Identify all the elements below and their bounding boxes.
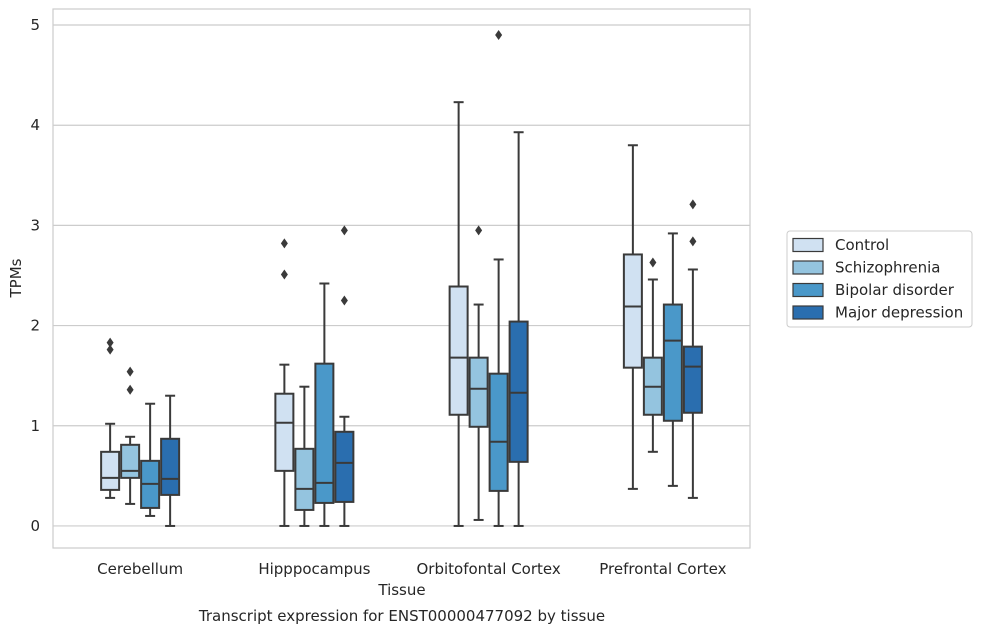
outlier-point	[280, 269, 288, 280]
outlier-point	[126, 366, 134, 377]
outlier-point	[340, 225, 348, 236]
y-tick-label: 0	[30, 517, 40, 535]
y-tick-labels: 0 1 2 3 4 5	[30, 16, 40, 535]
x-tick-labels: Cerebellum Hipppocampus Orbitofontal Corte…	[97, 560, 726, 578]
outlier-point	[649, 257, 657, 268]
x-tick-label: Cerebellum	[97, 560, 183, 578]
box-iqr	[120, 443, 141, 479]
legend-swatch	[792, 282, 824, 298]
box-major-depression	[508, 131, 529, 527]
box-bipolar-disorder	[488, 30, 509, 527]
box-control	[100, 337, 121, 499]
box-iqr	[274, 392, 295, 472]
outlier-point	[475, 225, 483, 236]
outlier-point	[340, 295, 348, 306]
legend-swatch	[792, 260, 824, 275]
y-tick-label: 3	[30, 216, 40, 234]
box-schizophrenia	[642, 257, 663, 453]
outlier-point	[280, 238, 288, 249]
outlier-point	[495, 30, 503, 41]
box-iqr	[314, 362, 335, 504]
box-iqr	[508, 320, 529, 463]
y-tick-label: 2	[30, 317, 40, 335]
legend-swatch	[792, 305, 824, 320]
chart-caption: Transcript expression for ENST0000047709…	[198, 607, 605, 625]
box-bipolar-disorder	[662, 232, 683, 487]
box-iqr	[662, 303, 683, 422]
box-iqr	[682, 345, 703, 414]
y-axis-label: TPMs	[7, 258, 25, 298]
box-major-depression	[682, 199, 703, 499]
legend-frame	[786, 230, 973, 328]
legend-label: Schizophrenia	[835, 259, 940, 277]
box-iqr	[100, 450, 121, 491]
x-tick-label: Hipppocampus	[258, 560, 370, 578]
y-tick-label: 4	[30, 116, 40, 134]
box-iqr	[160, 437, 181, 496]
box-control	[622, 144, 643, 490]
box-schizophrenia	[120, 366, 141, 505]
box-major-depression	[334, 225, 355, 527]
outlier-point	[106, 337, 114, 348]
box-groups	[100, 30, 703, 527]
box-bipolar-disorder	[140, 402, 161, 517]
box-schizophrenia	[294, 385, 315, 527]
legend-label: Major depression	[835, 304, 963, 322]
outlier-point	[689, 236, 697, 247]
box-iqr	[622, 253, 643, 369]
box-major-depression	[160, 394, 181, 527]
x-tick-label: Orbitofontal Cortex	[417, 560, 561, 578]
legend-swatch	[792, 237, 824, 253]
box-iqr	[294, 447, 315, 511]
x-tick-label: Prefrontal Cortex	[599, 560, 726, 578]
outlier-point	[689, 199, 697, 210]
box-iqr	[488, 372, 509, 492]
box-control	[448, 101, 469, 527]
legend-label: Control	[835, 236, 889, 254]
box-control	[274, 238, 295, 527]
legend-label: Bipolar disorder	[835, 281, 955, 299]
box-iqr	[448, 285, 469, 416]
box-bipolar-disorder	[314, 282, 335, 527]
x-axis-label: Tissue	[377, 581, 425, 599]
y-tick-label: 5	[30, 16, 40, 34]
outlier-point	[106, 344, 114, 355]
box-iqr	[468, 356, 489, 428]
outlier-point	[126, 384, 134, 395]
box-iqr	[334, 430, 355, 503]
legend: Control Schizophrenia Bipolar disorder Majo…	[786, 230, 973, 328]
box-schizophrenia	[468, 225, 489, 521]
y-tick-label: 1	[30, 417, 40, 435]
